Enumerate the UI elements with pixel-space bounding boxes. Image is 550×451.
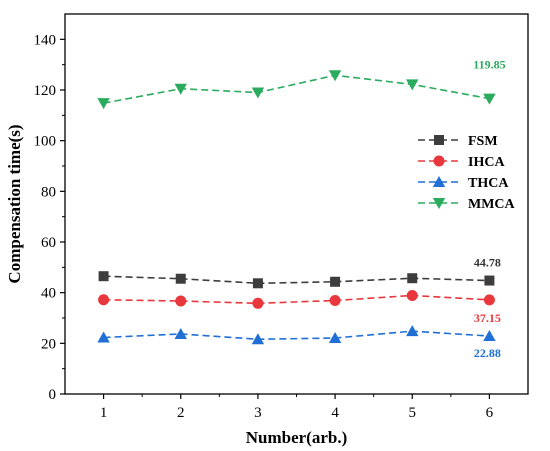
data-point-ihca bbox=[329, 295, 341, 307]
data-point-thca bbox=[483, 330, 496, 342]
data-point-mmca bbox=[251, 87, 265, 99]
y-tick-label: 20 bbox=[41, 336, 56, 352]
data-point-thca bbox=[328, 332, 342, 344]
data-label: 44.78 bbox=[474, 256, 501, 270]
data-point-mmca bbox=[97, 98, 110, 110]
data-point-mmca bbox=[174, 83, 187, 95]
y-tick-label: 40 bbox=[41, 286, 56, 302]
data-point-ihca bbox=[483, 294, 495, 306]
y-tick-label: 140 bbox=[34, 32, 57, 48]
legend-label-mmca: MMCA bbox=[468, 197, 516, 212]
legend-label-ihca: IHCA bbox=[468, 155, 505, 170]
data-point-ihca bbox=[175, 295, 187, 307]
y-axis-title: Compensation time(s) bbox=[5, 124, 24, 283]
series-line-ihca bbox=[103, 294, 490, 305]
x-tick-label: 3 bbox=[254, 405, 262, 421]
y-tick-label: 60 bbox=[41, 235, 56, 251]
legend: FSM IHCA THCA MMCA bbox=[418, 134, 516, 212]
data-point-thca bbox=[174, 327, 187, 339]
x-tick-label: 4 bbox=[331, 405, 339, 421]
series-line-fsm bbox=[103, 275, 490, 285]
plot-frame bbox=[64, 13, 529, 395]
legend-marker-thca bbox=[432, 176, 446, 187]
data-point-fsm bbox=[484, 275, 495, 286]
data-point-fsm bbox=[175, 273, 186, 284]
data-point-ihca bbox=[252, 297, 264, 309]
x-tick-label: 1 bbox=[100, 405, 108, 421]
data-point-mmca bbox=[328, 70, 342, 82]
data-label: 22.88 bbox=[474, 346, 501, 360]
plot-marks bbox=[97, 70, 496, 345]
legend-marker-mmca bbox=[432, 198, 446, 209]
data-point-ihca bbox=[98, 294, 110, 306]
x-tick-label: 2 bbox=[177, 405, 185, 421]
data-point-fsm bbox=[330, 276, 341, 287]
annotations: 119.85 44.78 37.15 22.88 bbox=[473, 57, 505, 360]
data-point-ihca bbox=[406, 289, 418, 301]
data-point-fsm bbox=[98, 271, 109, 282]
data-point-fsm bbox=[407, 273, 418, 284]
data-label: 119.85 bbox=[473, 57, 505, 71]
data-point-thca bbox=[406, 325, 419, 337]
x-axis-title: Number(arb.) bbox=[246, 428, 348, 447]
x-tick-label: 5 bbox=[409, 405, 417, 421]
y-tick-label: 100 bbox=[34, 134, 57, 150]
series-line-mmca bbox=[103, 74, 490, 104]
data-label: 37.15 bbox=[474, 311, 501, 325]
y-tick-label: 120 bbox=[34, 83, 57, 99]
x-tick-label: 6 bbox=[486, 405, 494, 421]
data-point-fsm bbox=[252, 278, 263, 289]
axes: 0 20 40 60 80 100 120 140 1 2 3 4 5 6 bbox=[34, 13, 529, 421]
data-point-mmca bbox=[406, 79, 419, 91]
y-tick-label: 0 bbox=[49, 387, 57, 403]
legend-marker-ihca bbox=[433, 155, 445, 167]
data-point-thca bbox=[97, 331, 110, 343]
legend-marker-fsm bbox=[434, 135, 444, 145]
legend-label-fsm: FSM bbox=[468, 134, 498, 149]
y-tick-label: 80 bbox=[41, 184, 56, 200]
data-point-thca bbox=[251, 333, 265, 345]
data-point-mmca bbox=[483, 93, 496, 105]
series-line-thca bbox=[103, 330, 490, 341]
legend-label-thca: THCA bbox=[468, 176, 509, 191]
